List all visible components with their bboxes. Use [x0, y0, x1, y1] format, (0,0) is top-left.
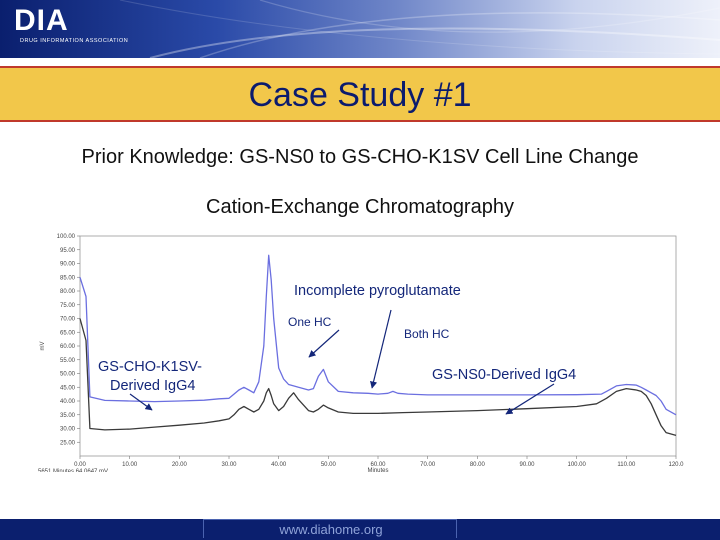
y-tick-label: 35.00 — [60, 413, 76, 419]
x-tick-label: 20.00 — [172, 462, 188, 468]
y-tick-label: 50.00 — [60, 372, 76, 378]
y-tick-label: 40.00 — [60, 399, 76, 405]
cursor-readout: 5651 Minutes 64.0647 mV — [38, 469, 108, 472]
annotation-one-hc: One HC — [288, 315, 332, 329]
y-tick-label: 25.00 — [60, 440, 76, 446]
arrow-cho — [129, 393, 153, 411]
y-tick-label: 95.00 — [60, 248, 76, 254]
y-tick-label: 60.00 — [60, 344, 76, 350]
y-tick-label: 65.00 — [60, 330, 76, 336]
x-tick-label: 50.00 — [321, 462, 337, 468]
y-tick-label: 100.00 — [57, 234, 76, 240]
x-tick-label: 80.00 — [470, 462, 486, 468]
dia-logo: DIA — [14, 4, 69, 37]
y-tick-label: 75.00 — [60, 303, 76, 309]
footer-box: www.diahome.org — [203, 519, 457, 538]
annotation-cho-line1: GS-CHO-K1SV- — [98, 359, 202, 375]
x-tick-label: 10.00 — [122, 462, 138, 468]
y-tick-label: 80.00 — [60, 289, 76, 295]
footer-bar: www.diahome.org — [0, 519, 720, 540]
y-axis-label: mV — [40, 342, 46, 351]
x-tick-label: 100.00 — [567, 462, 586, 468]
x-tick-label: 60.00 — [370, 462, 386, 468]
x-tick-label: 110.00 — [617, 462, 636, 468]
arrow-one-hc — [308, 329, 340, 358]
x-tick-label: 70.00 — [420, 462, 436, 468]
x-axis-label: Minutes — [367, 468, 388, 472]
annotation-cho-line2: Derived IgG4 — [110, 378, 195, 394]
chromatogram: 100.00 95.00 90.00 85.00 80.00 75.00 70.00 65.0… — [34, 228, 690, 475]
y-tick-label: 55.00 — [60, 358, 76, 364]
y-tick-label: 90.00 — [60, 262, 76, 268]
series-line-cho — [79, 254, 677, 416]
y-tick-label: 30.00 — [60, 427, 76, 433]
slide-subtitle: Prior Knowledge: GS-NS0 to GS-CHO-K1SV C… — [81, 146, 639, 168]
arrow-both-hc — [370, 309, 392, 389]
x-tick-label: 0.00 — [74, 462, 86, 468]
x-tick-label: 40.00 — [271, 462, 287, 468]
x-tick-label: 90.00 — [519, 462, 535, 468]
plot-area — [79, 235, 677, 457]
annotation-incomplete-pyroglutamate: Incomplete pyroglutamate — [294, 283, 461, 299]
logo-subtitle: DRUG INFORMATION ASSOCIATION — [20, 38, 129, 44]
header-banner: DIA DRUG INFORMATION ASSOCIATION — [0, 0, 720, 58]
series-line-ns0 — [79, 318, 677, 437]
x-tick-label: 30.00 — [221, 462, 237, 468]
slide-title: Case Study #1 — [248, 76, 472, 114]
annotation-both-hc: Both HC — [404, 327, 450, 341]
y-tick-label: 45.00 — [60, 385, 76, 391]
header-swoosh — [119, 0, 720, 58]
footer-url[interactable]: www.diahome.org — [279, 522, 383, 537]
x-tick-label: 120.0 — [668, 462, 684, 468]
arrow-ns0 — [505, 383, 555, 415]
y-tick-label: 70.00 — [60, 317, 76, 323]
chart-title: Cation-Exchange Chromatography — [206, 196, 514, 218]
chromatogram-svg: 100.00 95.00 90.00 85.00 80.00 75.00 70.00 65.0… — [38, 234, 684, 475]
y-tick-label: 85.00 — [60, 275, 76, 281]
annotation-ns0: GS-NS0-Derived IgG4 — [432, 367, 576, 383]
title-bar: Case Study #1 — [0, 66, 720, 122]
